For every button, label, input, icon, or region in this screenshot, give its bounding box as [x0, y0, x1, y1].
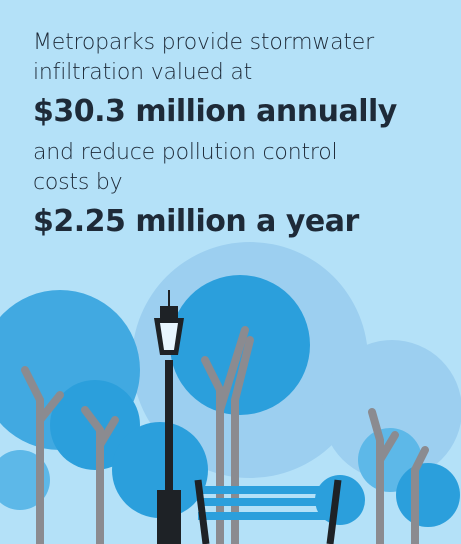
middle-line: and reduce pollution control [33, 138, 451, 168]
highlight: $30.3 million annually [33, 90, 451, 134]
middle-line: costs by [33, 168, 451, 198]
infographic: Metroparks provide stormwater infiltrati… [0, 0, 461, 544]
tree-canopy [396, 463, 460, 527]
text-block: Metroparks provide stormwater infiltrati… [33, 28, 451, 248]
highlight: $2.25 million a year [33, 200, 451, 244]
intro-line: Metroparks provide stormwater [33, 28, 451, 58]
intro-line: infiltration valued at [33, 58, 451, 88]
